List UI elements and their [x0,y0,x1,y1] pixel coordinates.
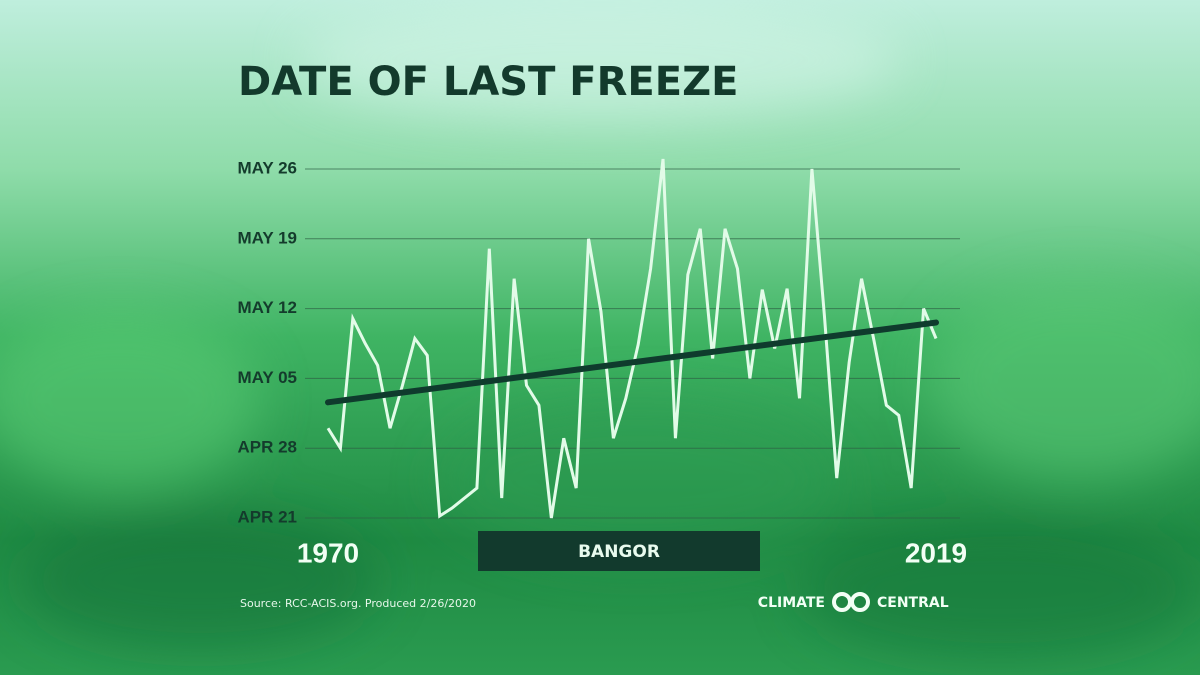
data-line [326,158,938,519]
location-label: BANGOR [578,542,660,562]
y-tick-label: MAY 19 [237,228,297,247]
trend-line [325,319,939,406]
chart-title: DATE OF LAST FREEZE [238,59,738,105]
location-box [478,531,760,571]
y-tick-label: MAY 12 [237,298,297,317]
logo-text: CLIMATE [758,595,825,611]
x-tick-label: 2019 [905,537,967,568]
y-tick-label: MAY 26 [237,158,297,177]
logo-icon [832,592,870,612]
x-tick-label: 1970 [297,537,359,568]
y-tick-label: APR 21 [237,507,297,526]
background-blur [0,0,1200,660]
source: Source: RCC-ACIS.org. Produced 2/26/2020 [240,597,476,610]
logo-text: CENTRAL [877,595,949,611]
y-tick-label: APR 28 [237,438,297,457]
y-tick-label: MAY 05 [237,368,297,387]
